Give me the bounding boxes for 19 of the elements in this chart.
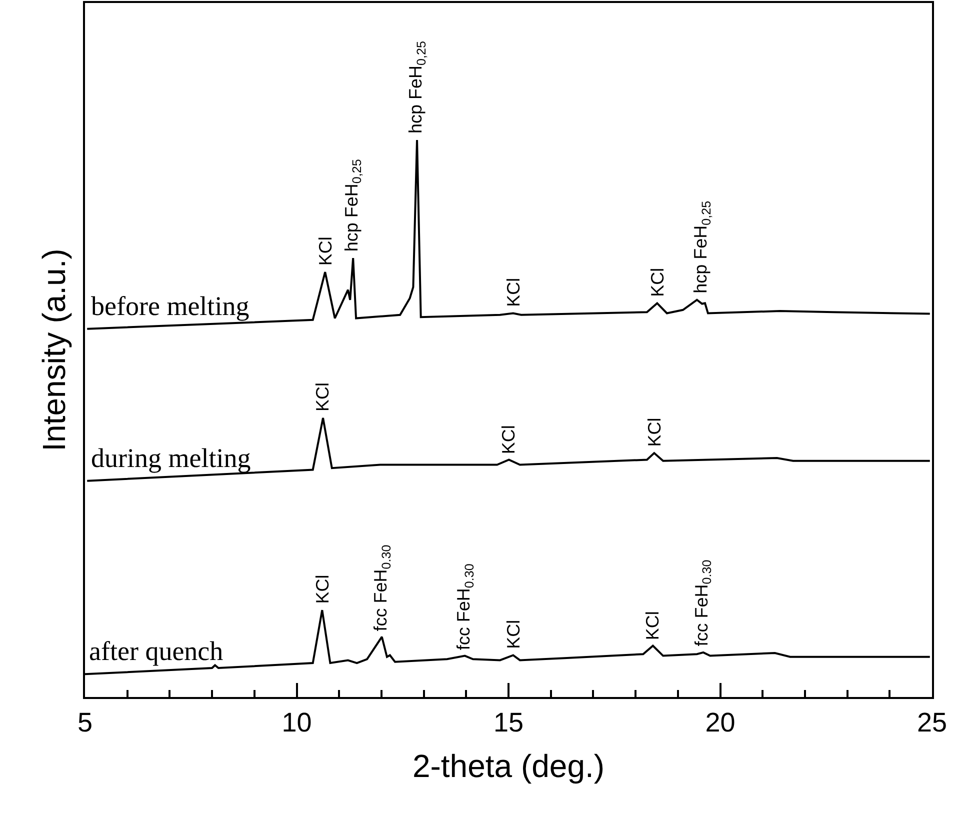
annotation: KCl <box>312 382 333 412</box>
series-label: after quench <box>89 636 224 666</box>
annotation: KCl <box>503 278 524 307</box>
x-tick-label: 15 <box>493 707 524 738</box>
annotation: KCl <box>642 611 663 640</box>
series-label: during melting <box>91 443 251 473</box>
annotation: KCl <box>316 236 336 266</box>
x-axis-title: 2-theta (deg.) <box>412 748 605 784</box>
x-tick-label: 10 <box>282 707 312 738</box>
annotation: KCl <box>503 620 524 649</box>
y-axis-title: Intensity (a.u.) <box>36 248 72 452</box>
x-tick-label: 5 <box>77 707 93 738</box>
annotation: KCl <box>644 418 665 447</box>
annotation: KCl <box>498 425 519 454</box>
series-label: before melting <box>91 291 250 321</box>
annotation: KCl <box>647 268 668 297</box>
x-tick-label: 25 <box>916 707 948 738</box>
x-tick-label: 20 <box>705 707 736 738</box>
annotation: KCl <box>312 574 333 604</box>
